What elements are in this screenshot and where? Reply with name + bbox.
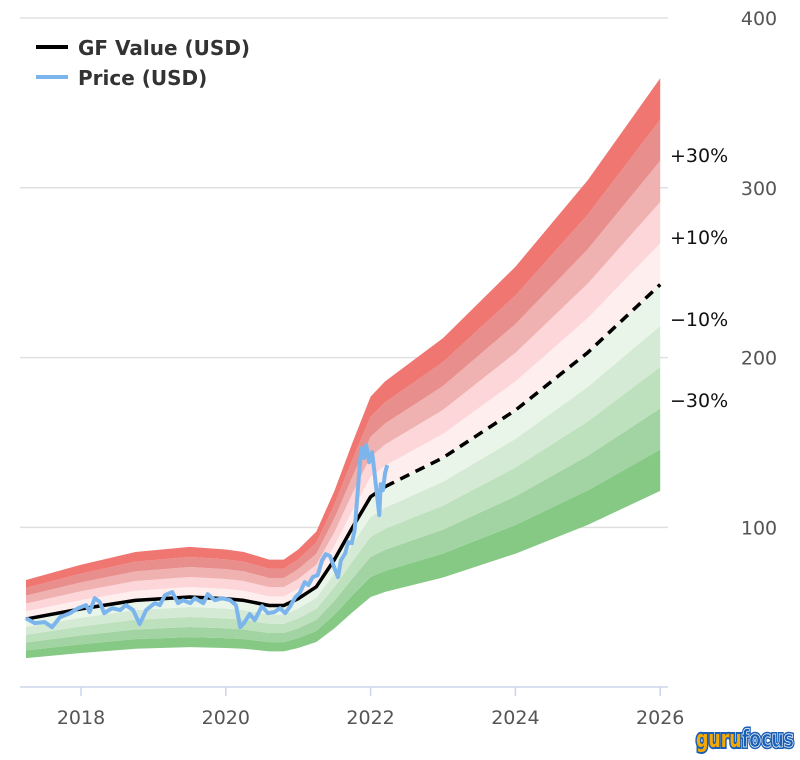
legend[interactable]: GF Value (USD) Price (USD) (36, 36, 250, 90)
y-tick-label: 400 (741, 8, 777, 30)
band-label-plus-30: +30% (670, 145, 728, 167)
y-tick-label: 200 (741, 348, 777, 370)
band-labels: +30% +10% −10% −30% (670, 145, 728, 412)
valuation-band (25, 449, 661, 659)
valuation-band (25, 325, 661, 635)
legend-label-gf-value: GF Value (USD) (78, 36, 250, 60)
x-tick-label: 2026 (636, 707, 684, 729)
gf-value-projection-line (384, 283, 662, 489)
x-axis-labels: 2018 2020 2022 2024 2026 (57, 707, 685, 729)
valuation-band (25, 408, 661, 651)
x-tick-label: 2020 (202, 707, 250, 729)
price-line (24, 443, 390, 630)
y-tick-label: 300 (741, 178, 777, 200)
band-label-minus-10: −10% (670, 309, 728, 331)
axes (20, 686, 668, 696)
legend-label-price: Price (USD) (78, 66, 207, 90)
valuation-bands (25, 78, 661, 659)
gurufocus-logo: gurufocus gurufocus (694, 723, 796, 755)
valuation-band (25, 367, 661, 643)
svg-text:gurufocus: gurufocus (696, 725, 794, 753)
legend-item-price[interactable]: Price (USD) (36, 66, 207, 90)
x-tick-label: 2018 (57, 707, 105, 729)
gf-value-line (25, 485, 387, 621)
y-tick-label: 100 (741, 517, 777, 539)
band-label-minus-30: −30% (670, 390, 728, 412)
band-label-plus-10: +10% (670, 227, 728, 249)
series-lines (24, 283, 662, 630)
svg-text:gurufocus: gurufocus (696, 725, 794, 753)
x-tick-label: 2024 (491, 707, 539, 729)
legend-item-gf-value[interactable]: GF Value (USD) (36, 36, 250, 60)
x-tick-label: 2022 (346, 707, 394, 729)
y-axis-labels: 100 200 300 400 (741, 8, 777, 539)
